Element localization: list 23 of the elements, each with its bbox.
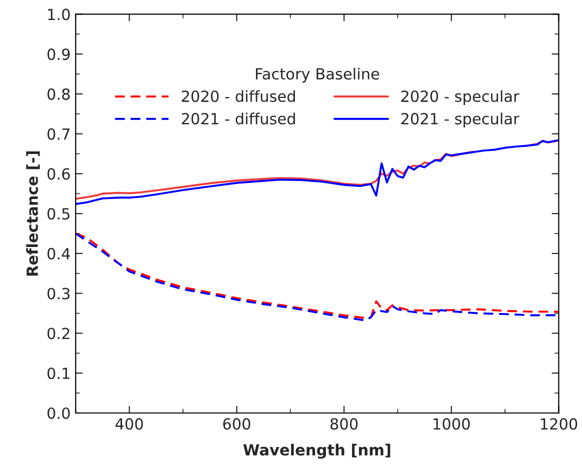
legend-label: 2020 - diffused bbox=[182, 90, 295, 102]
y-tick-label: 0.8 bbox=[48, 88, 70, 100]
y-tick-label: 0.9 bbox=[48, 48, 70, 60]
y-axis-title: Reflectance [-] bbox=[26, 151, 40, 276]
y-tick-label: 0.3 bbox=[48, 288, 70, 300]
x-tick-label: 600 bbox=[223, 418, 250, 430]
legend-label: 2021 - specular bbox=[401, 112, 520, 128]
legend-label: 2021 - diffused bbox=[182, 112, 295, 124]
y-tick-label: 0.2 bbox=[48, 328, 70, 340]
y-tick-label: 0.7 bbox=[48, 128, 70, 140]
x-tick-label: 800 bbox=[330, 418, 358, 430]
y-tick-label: 0.5 bbox=[48, 208, 70, 220]
x-tick-label: 1200 bbox=[540, 418, 578, 430]
x-tick-label: 400 bbox=[116, 418, 143, 430]
y-tick-label: 0.0 bbox=[48, 407, 70, 420]
x-axis-title: Wavelength [nm] bbox=[243, 444, 390, 459]
y-tick-label: 0.4 bbox=[48, 248, 70, 260]
y-tick-label: 1.0 bbox=[48, 8, 70, 20]
y-tick-label: 0.1 bbox=[48, 368, 70, 380]
legend-title: Factory Baseline bbox=[256, 68, 380, 83]
y-tick-label: 0.6 bbox=[48, 168, 70, 180]
x-tick-label: 1000 bbox=[434, 418, 470, 430]
legend-label: 2020 - specular bbox=[401, 90, 520, 106]
